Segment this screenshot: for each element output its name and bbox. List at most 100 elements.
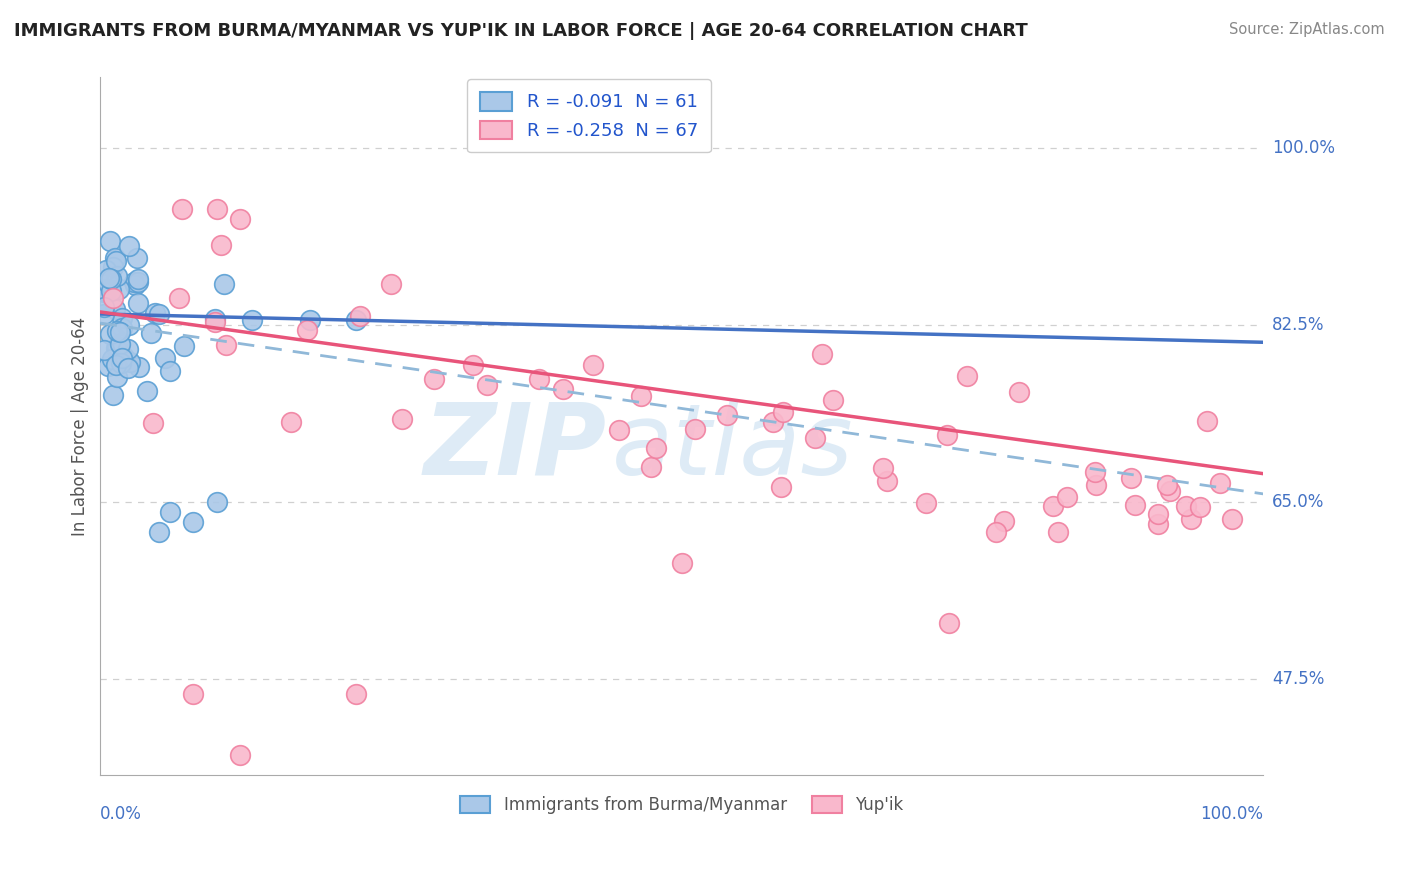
Point [104,301,127,316]
Point [229,211,252,226]
Point [170,202,193,216]
Point [1084,477,1107,491]
Point [148,307,170,321]
Point [159,363,181,377]
Point [280,415,302,429]
Point [159,505,181,519]
Point [344,313,367,327]
Point [716,408,738,422]
Point [101,260,124,274]
Point [117,343,139,357]
Point [103,388,125,402]
Point [645,441,668,455]
Point [529,372,551,386]
Point [938,616,960,631]
Point [1220,511,1243,525]
Point [127,252,149,266]
Point [141,326,163,341]
Point [380,277,402,291]
Point [111,351,134,366]
Point [145,306,167,320]
Point [100,285,122,299]
Point [1156,478,1178,492]
Point [94,285,117,299]
Point [167,291,190,305]
Point [108,281,131,295]
Point [105,341,128,355]
Point [183,515,205,529]
Text: 65.0%: 65.0% [1272,493,1324,511]
Point [118,239,141,253]
Point [1147,517,1170,532]
Point [683,421,706,435]
Point [122,275,145,289]
Point [104,251,127,265]
Point [582,358,605,372]
Point [204,315,226,329]
Point [804,431,827,445]
Point [1189,500,1212,515]
Point [118,355,141,369]
Point [391,412,413,426]
Point [98,234,121,248]
Legend: Immigrants from Burma/Myanmar, Yup'ik: Immigrants from Burma/Myanmar, Yup'ik [453,788,911,822]
Point [155,351,177,366]
Text: 0.0%: 0.0% [100,805,142,823]
Point [135,384,157,398]
Point [1180,512,1202,526]
Text: IMMIGRANTS FROM BURMA/MYANMAR VS YUP'IK IN LABOR FORCE | AGE 20-64 CORRELATION C: IMMIGRANTS FROM BURMA/MYANMAR VS YUP'IK … [14,22,1028,40]
Point [105,369,128,384]
Point [349,309,371,323]
Point [762,416,785,430]
Point [124,278,146,293]
Point [209,238,232,252]
Point [204,312,226,326]
Point [630,389,652,403]
Point [105,254,128,268]
Point [769,479,792,493]
Text: 100.0%: 100.0% [1272,139,1334,157]
Point [111,321,134,335]
Text: ZIP: ZIP [423,399,606,496]
Point [100,351,122,366]
Point [212,277,235,291]
Point [128,359,150,374]
Point [215,338,238,352]
Point [240,313,263,327]
Point [105,340,128,354]
Point [993,514,1015,528]
Point [112,350,135,364]
Point [772,404,794,418]
Point [1008,385,1031,400]
Point [108,325,131,339]
Point [297,323,319,337]
Point [118,318,141,332]
Point [173,339,195,353]
Point [205,202,228,216]
Point [93,307,115,321]
Point [422,371,444,385]
Point [872,460,894,475]
Point [344,687,367,701]
Text: Source: ZipAtlas.com: Source: ZipAtlas.com [1229,22,1385,37]
Point [127,272,149,286]
Point [100,327,122,342]
Point [1195,414,1218,428]
Point [298,313,321,327]
Point [1119,471,1142,485]
Point [1209,475,1232,490]
Point [986,525,1008,540]
Point [229,747,252,762]
Point [93,300,115,314]
Point [1123,498,1146,512]
Point [876,474,898,488]
Point [108,337,131,351]
Text: 82.5%: 82.5% [1272,316,1324,334]
Point [607,423,630,437]
Point [148,525,170,540]
Point [93,343,115,357]
Point [105,268,128,283]
Point [1084,465,1107,479]
Point [142,417,165,431]
Text: atlas: atlas [612,399,853,496]
